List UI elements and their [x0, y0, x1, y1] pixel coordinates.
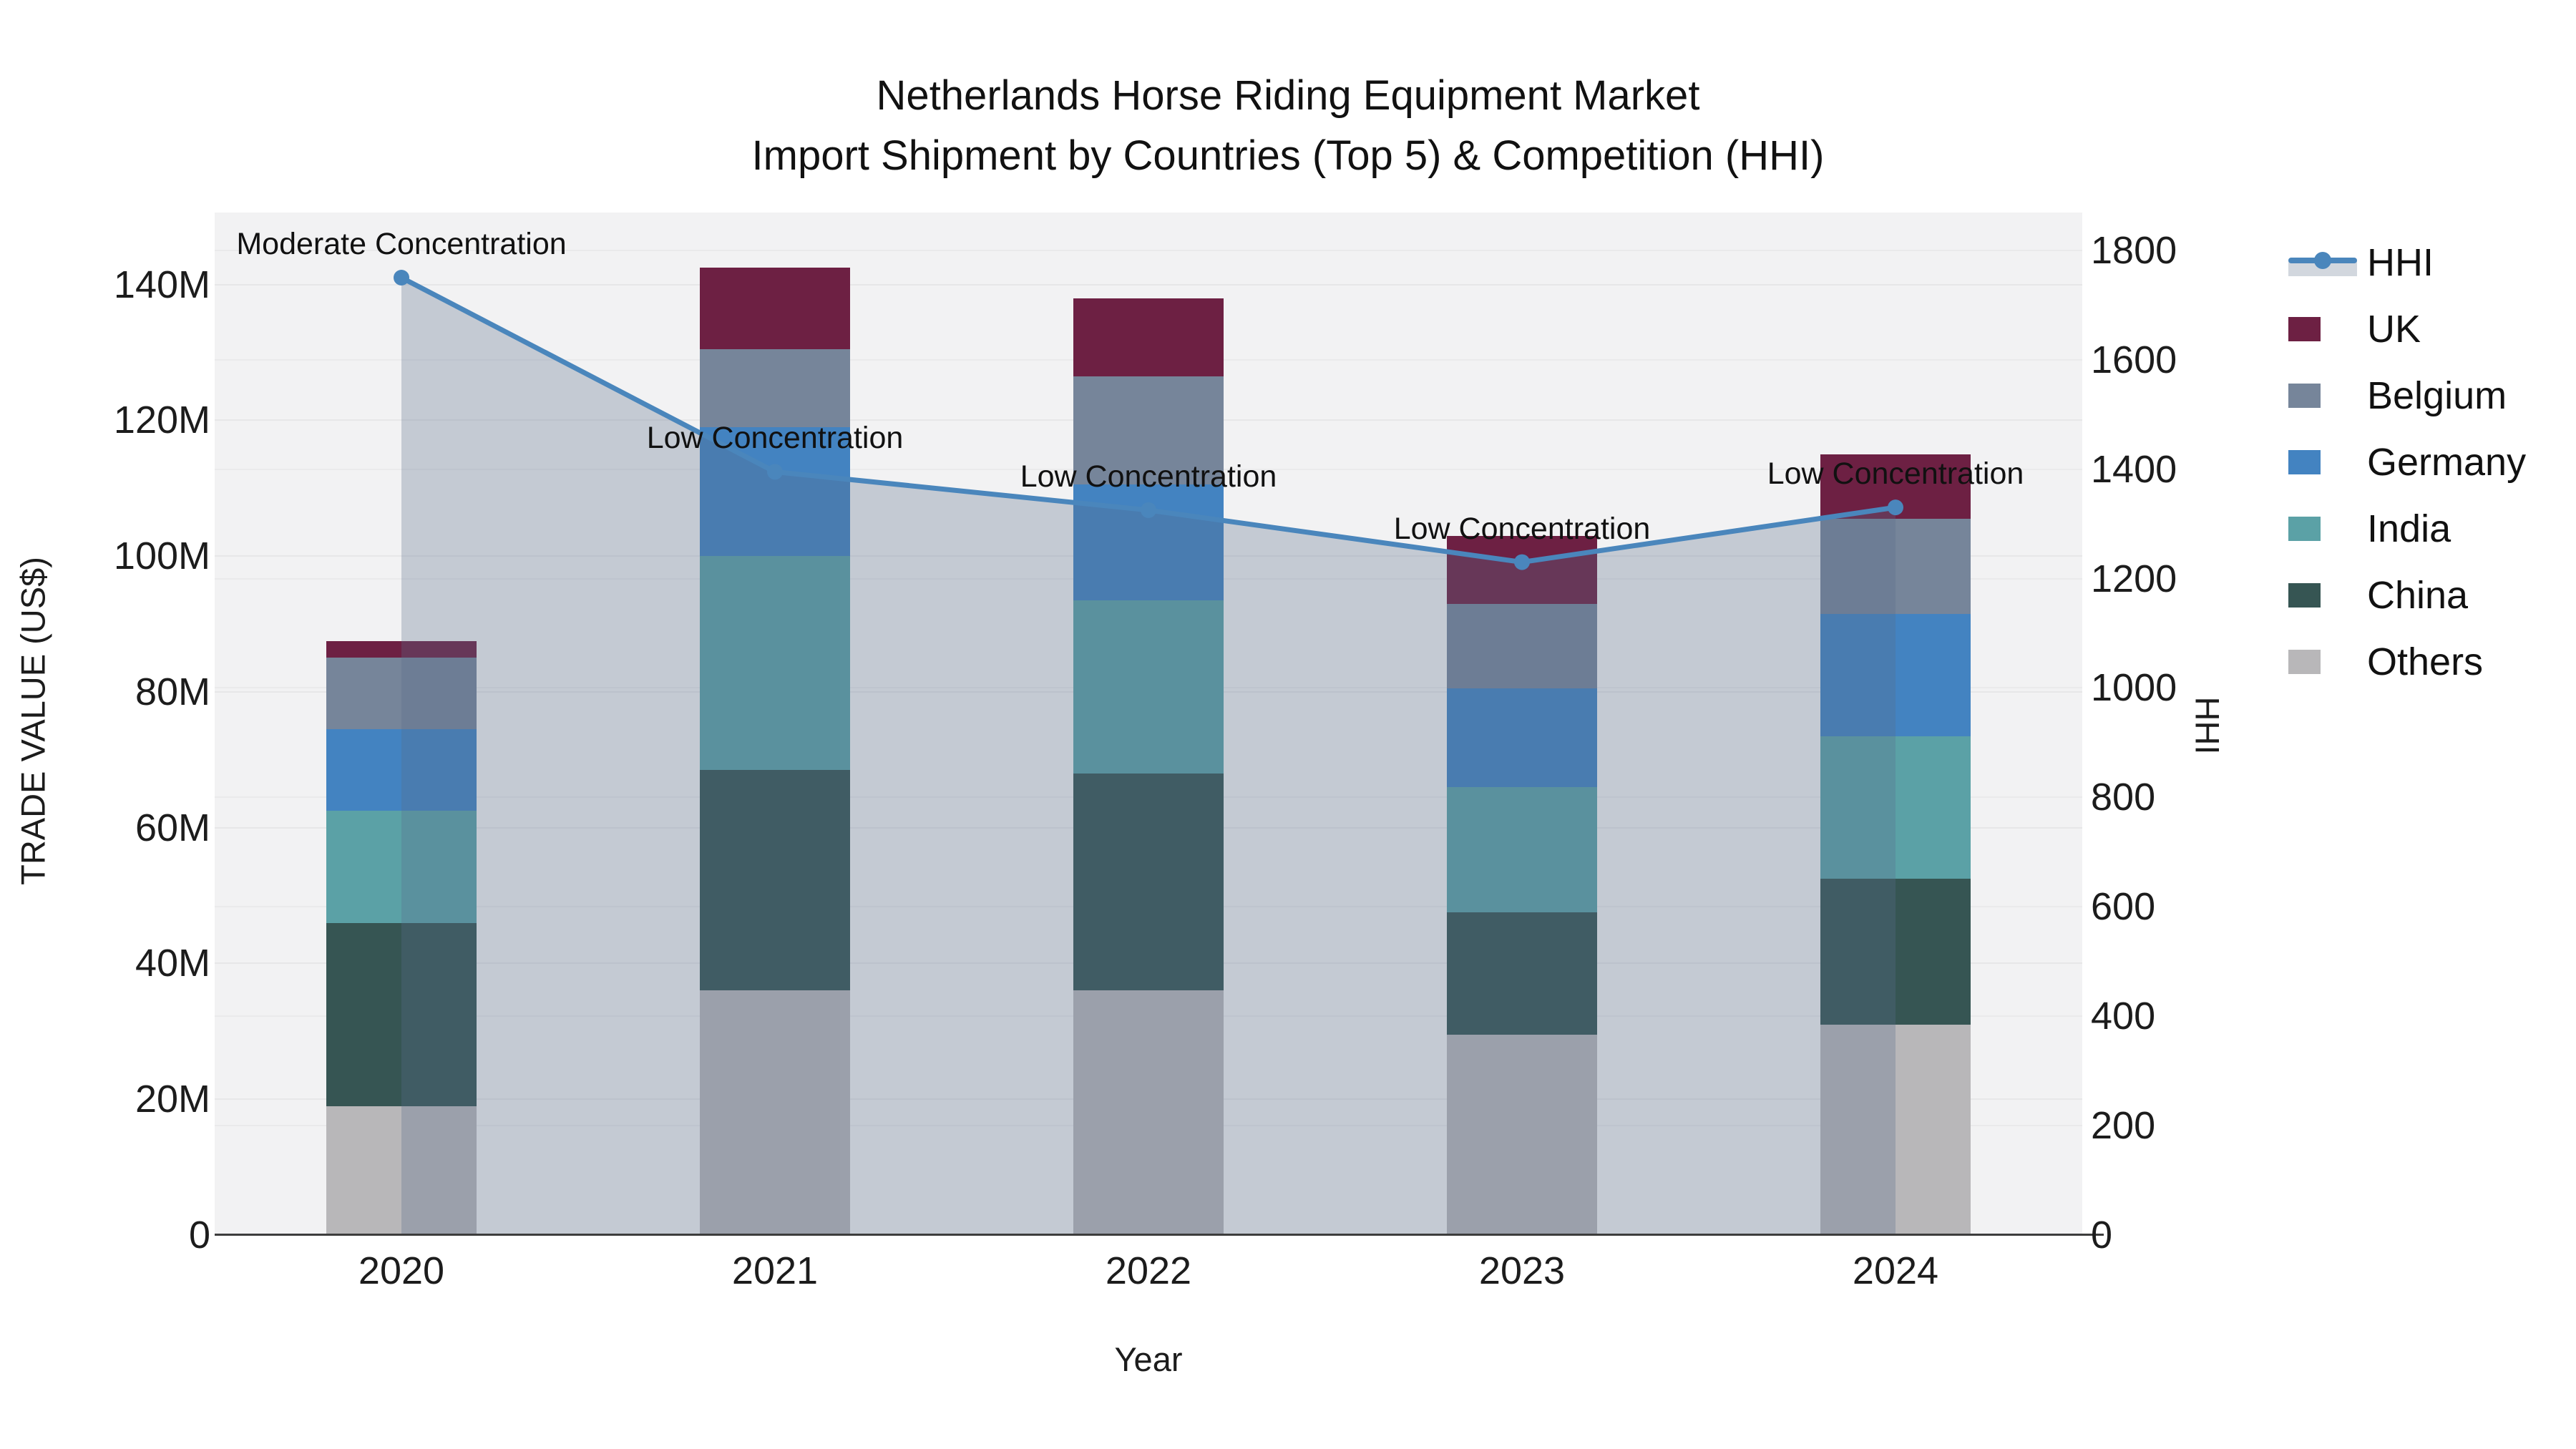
legend-item-india[interactable]: India	[2288, 495, 2526, 562]
bar-2022-germany[interactable]	[1073, 484, 1224, 600]
bar-2023-others[interactable]	[1447, 1035, 1597, 1235]
legend-item-china[interactable]: China	[2288, 562, 2526, 628]
bar-2020-uk[interactable]	[326, 640, 477, 658]
bar-2023-germany[interactable]	[1447, 688, 1597, 787]
y-right-tick-1200: 1200	[2091, 557, 2177, 600]
bar-2020-belgium[interactable]	[326, 658, 477, 730]
bar-2020-others[interactable]	[326, 1106, 477, 1235]
legend-label-belgium: Belgium	[2367, 374, 2507, 417]
legend-item-others[interactable]: Others	[2288, 628, 2526, 695]
bar-2022-china[interactable]	[1073, 773, 1224, 991]
others-swatch-icon	[2288, 649, 2321, 674]
bar-2024-germany[interactable]	[1820, 613, 1971, 736]
legend-icon-hhi	[2288, 248, 2357, 277]
y-right-tick-1000: 1000	[2091, 666, 2177, 710]
bar-2022-others[interactable]	[1073, 990, 1224, 1235]
annotation-2024: Low Concentration	[1767, 457, 2024, 492]
bar-2024-belgium[interactable]	[1820, 518, 1971, 614]
bar-2021-others[interactable]	[700, 990, 850, 1235]
x-axis-line	[215, 1234, 2104, 1236]
y-left-tick-100M: 100M	[113, 535, 210, 578]
y-right-tick-600: 600	[2091, 885, 2156, 929]
chart-title: Netherlands Horse Riding Equipment Marke…	[0, 66, 2576, 186]
germany-swatch-icon	[2288, 449, 2321, 474]
bar-2022-uk[interactable]	[1073, 298, 1224, 376]
x-tick-2023: 2023	[1478, 1249, 1566, 1292]
bar-2021-india[interactable]	[700, 556, 850, 771]
belgium-swatch-icon	[2288, 383, 2321, 408]
y-left-tick-140M: 140M	[113, 263, 210, 306]
bar-2021-uk[interactable]	[700, 267, 850, 349]
bar-2023-china[interactable]	[1447, 912, 1597, 1035]
gridline-trade-140	[215, 283, 2082, 286]
chart-title-line1: Netherlands Horse Riding Equipment Marke…	[876, 72, 1700, 119]
hhi-marker-2021[interactable]	[767, 464, 783, 480]
hhi-marker-2022[interactable]	[1141, 502, 1156, 518]
india-swatch-icon	[2288, 516, 2321, 541]
y-left-tick-60M: 60M	[135, 806, 210, 849]
legend-label-india: India	[2367, 507, 2451, 550]
y-left-tick-20M: 20M	[135, 1078, 210, 1121]
y-left-tick-0: 0	[188, 1214, 210, 1257]
hhi-marker-2023[interactable]	[1514, 554, 1530, 570]
bar-2024-india[interactable]	[1820, 736, 1971, 879]
y-axis-title-left: TRADE VALUE (US$)	[14, 557, 52, 885]
bar-2022-india[interactable]	[1073, 600, 1224, 774]
legend: HHI UK Belgium Germany India China Others	[2288, 229, 2526, 695]
bar-2021-china[interactable]	[700, 770, 850, 991]
legend-icon-china	[2288, 581, 2357, 610]
hhi-marker-icon	[2314, 251, 2331, 269]
x-axis-title: Year	[1114, 1340, 1183, 1378]
bar-2023-belgium[interactable]	[1447, 603, 1597, 689]
y-left-tick-80M: 80M	[135, 670, 210, 713]
annotation-2021: Low Concentration	[646, 421, 904, 456]
legend-icon-belgium	[2288, 381, 2357, 410]
bar-2023-india[interactable]	[1447, 786, 1597, 913]
y-right-tick-1800: 1800	[2091, 228, 2177, 272]
bar-2024-others[interactable]	[1820, 1024, 1971, 1235]
legend-icon-uk	[2288, 315, 2357, 343]
legend-label-hhi: HHI	[2367, 240, 2434, 284]
y-right-tick-1600: 1600	[2091, 338, 2177, 381]
chart-title-line2: Import Shipment by Countries (Top 5) & C…	[751, 132, 1825, 179]
x-tick-2024: 2024	[1852, 1249, 1939, 1292]
y-right-tick-800: 800	[2091, 776, 2156, 819]
legend-item-hhi[interactable]: HHI	[2288, 229, 2526, 296]
bar-2020-china[interactable]	[326, 922, 477, 1106]
bar-2021-belgium[interactable]	[700, 348, 850, 427]
y-right-tick-0: 0	[2091, 1214, 2113, 1257]
annotation-2020: Moderate Concentration	[236, 226, 567, 261]
annotation-2022: Low Concentration	[1020, 459, 1277, 494]
y-right-tick-400: 400	[2091, 995, 2156, 1038]
legend-icon-germany	[2288, 448, 2357, 477]
hhi-marker-2020[interactable]	[394, 269, 409, 286]
x-tick-2021: 2021	[731, 1249, 819, 1292]
china-swatch-icon	[2288, 582, 2321, 608]
y-right-tick-200: 200	[2091, 1104, 2156, 1148]
annotation-2023: Low Concentration	[1393, 511, 1651, 546]
x-tick-2022: 2022	[1105, 1249, 1192, 1292]
y-axis-title-right: HHI	[2188, 696, 2227, 755]
legend-label-uk: UK	[2367, 307, 2421, 351]
legend-label-china: China	[2367, 573, 2469, 617]
legend-item-germany[interactable]: Germany	[2288, 429, 2526, 495]
legend-item-uk[interactable]: UK	[2288, 296, 2526, 362]
hhi-marker-2024[interactable]	[1888, 499, 1903, 516]
y-left-tick-120M: 120M	[113, 399, 210, 442]
legend-item-belgium[interactable]: Belgium	[2288, 362, 2526, 429]
y-left-tick-40M: 40M	[135, 942, 210, 985]
legend-icon-others	[2288, 648, 2357, 676]
legend-icon-india	[2288, 514, 2357, 543]
uk-swatch-icon	[2288, 316, 2321, 341]
bar-2020-india[interactable]	[326, 810, 477, 923]
legend-label-germany: Germany	[2367, 440, 2527, 484]
x-tick-2020: 2020	[358, 1249, 445, 1292]
bar-2020-germany[interactable]	[326, 729, 477, 811]
bar-2024-china[interactable]	[1820, 878, 1971, 1025]
y-right-tick-1400: 1400	[2091, 447, 2177, 491]
legend-label-others: Others	[2367, 640, 2484, 683]
